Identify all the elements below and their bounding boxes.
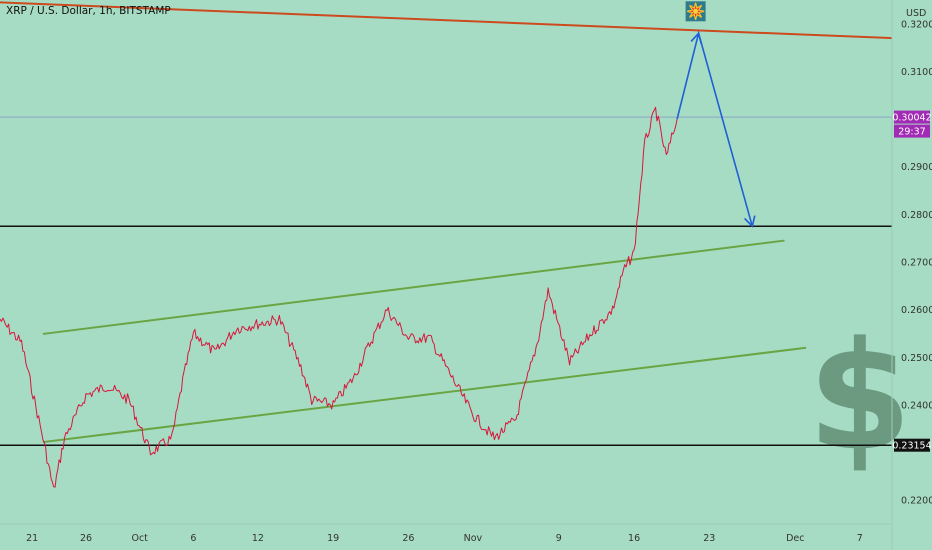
x-tick-label: Oct xyxy=(131,533,148,544)
x-tick-label: 16 xyxy=(628,533,640,544)
projection-up-arrowhead xyxy=(690,31,703,45)
projection-down-arrowhead xyxy=(744,215,756,228)
descending-resistance-trendline xyxy=(0,1,893,40)
x-tick-label: 19 xyxy=(327,533,339,544)
x-tick-label: Dec xyxy=(786,533,804,544)
last-price-badge-bg xyxy=(894,110,930,124)
price-series-line xyxy=(0,106,678,488)
x-tick-label: 21 xyxy=(26,533,38,544)
support-price-badge: 0.23154 xyxy=(892,441,931,452)
channel-top-trendline xyxy=(42,239,785,335)
x-tick-label: 23 xyxy=(703,533,715,544)
x-tick-label: 12 xyxy=(252,533,264,544)
x-tick-label: 26 xyxy=(402,533,414,544)
symbol-title: XRP / U.S. Dollar, 1h, BITSTAMP xyxy=(6,5,171,17)
currency-label: USD xyxy=(906,8,926,19)
time-axis[interactable]: 21 26 Oct 6 12 19 26 Nov 9 16 23 Dec 7 xyxy=(26,533,863,544)
x-tick-label: 7 xyxy=(857,533,863,544)
countdown-badge: 29:37 xyxy=(898,127,925,138)
x-tick-label: 6 xyxy=(190,533,196,544)
support-price-badge-bg xyxy=(894,438,930,452)
explosion-icon-core xyxy=(693,8,699,14)
channel-bottom-trendline xyxy=(42,346,807,444)
explosion-icon xyxy=(685,1,706,22)
x-tick-label: 9 xyxy=(556,533,562,544)
countdown-badge-bg xyxy=(894,124,930,138)
last-price-badge: 0.30042 xyxy=(892,113,931,124)
x-tick-label: 26 xyxy=(80,533,92,544)
dollar-sign-icon: $ xyxy=(808,310,912,484)
y-tick-label: 0.22000 xyxy=(901,496,932,507)
x-tick-label: Nov xyxy=(464,533,483,544)
